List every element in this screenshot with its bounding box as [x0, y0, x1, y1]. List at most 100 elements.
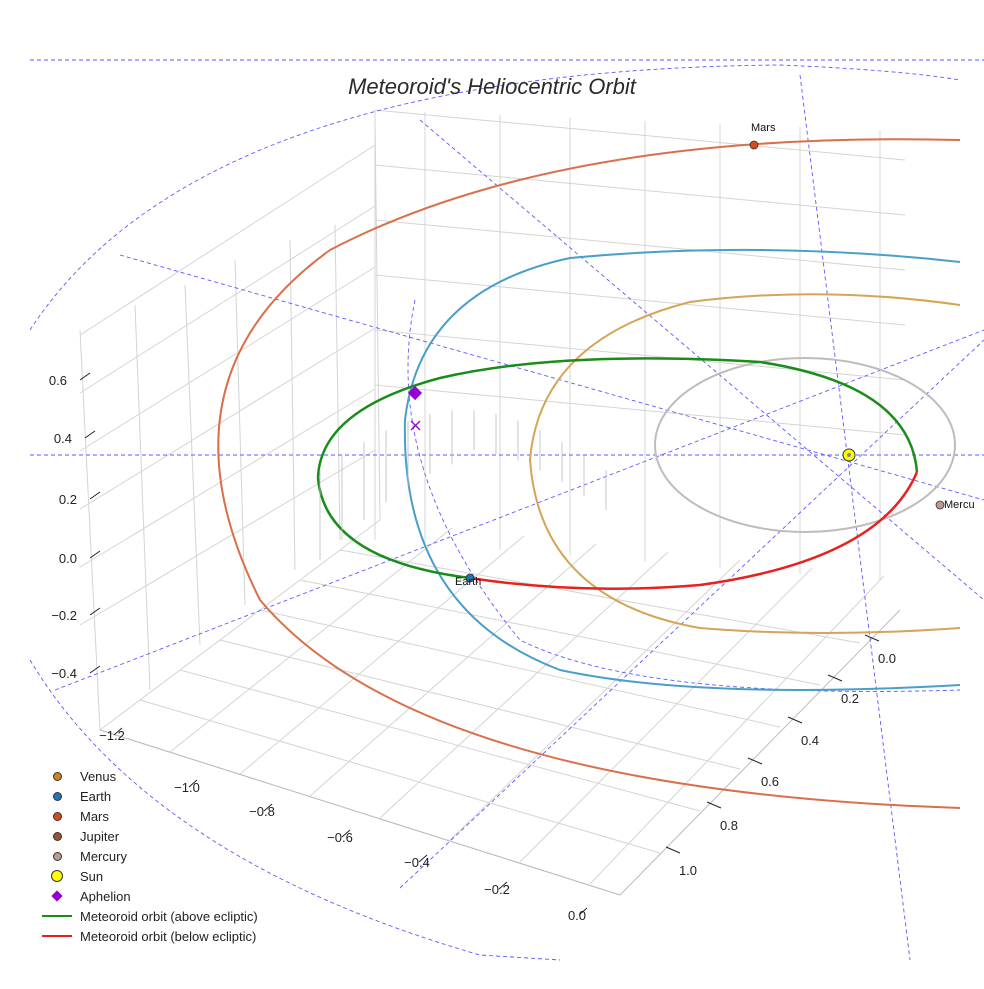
legend-symbol	[40, 869, 74, 883]
x-tick-label: −0.2	[484, 882, 510, 897]
grid-line	[219, 639, 741, 770]
planet-mercury	[935, 500, 945, 510]
legend-label: Venus	[80, 768, 117, 784]
orbit-mercury	[654, 357, 956, 533]
planet-mars	[749, 140, 759, 150]
grid-line	[374, 164, 906, 216]
z-tick-label: −0.4	[51, 666, 77, 681]
legend-item: Sun	[40, 866, 258, 886]
z-tick-mark	[84, 430, 96, 439]
aphelion-projection-marker	[410, 420, 421, 431]
x-tick-mark	[113, 727, 123, 736]
x-tick-mark	[418, 854, 428, 863]
planet-label-mercury: Mercu	[944, 499, 975, 511]
legend-symbol	[40, 829, 74, 843]
grid-line	[99, 519, 381, 731]
grid-line	[339, 549, 861, 644]
x-tick-label: −0.8	[249, 804, 275, 819]
legend-item: Meteoroid orbit (below ecliptic)	[40, 926, 258, 946]
grid-line	[374, 329, 906, 381]
sun-core	[847, 453, 851, 457]
markers: Earth Mars Mercu	[407, 122, 975, 588]
grid-line	[374, 119, 381, 521]
z-tick-mark	[89, 550, 101, 559]
legend-label: Meteoroid orbit (above ecliptic)	[80, 908, 258, 924]
legend: Venus Earth Mars Jupiter Mercury Sun Aphelion M…	[40, 766, 258, 946]
x-tick-label: 0.0	[568, 908, 586, 923]
y-tick-label: 0.0	[878, 651, 896, 666]
grid-line	[519, 567, 813, 863]
legend-symbol	[40, 809, 74, 823]
legend-symbol	[40, 889, 74, 903]
grid-line	[184, 284, 201, 646]
grid-line	[79, 327, 376, 510]
grid-line	[379, 551, 669, 819]
chart-title: Meteoroid's Heliocentric Orbit	[348, 74, 636, 99]
grid-line	[79, 266, 376, 452]
planet-earth	[465, 573, 475, 583]
3d-grid	[79, 109, 906, 896]
legend-symbol	[40, 909, 74, 923]
meteoroid-orbit-above	[316, 357, 919, 580]
y-tick-mark	[706, 801, 722, 809]
x-tick-mark	[263, 803, 273, 812]
meteoroid-orbit-below	[469, 471, 919, 590]
planet-label-earth: Earth	[455, 576, 481, 588]
grid-line	[239, 535, 525, 775]
z-tick-label: 0.2	[59, 492, 77, 507]
y-tick-label: 0.4	[801, 733, 819, 748]
legend-item: Venus	[40, 766, 258, 786]
legend-label: Meteoroid orbit (below ecliptic)	[80, 928, 257, 944]
x-tick-mark	[341, 829, 351, 838]
legend-item: Mercury	[40, 846, 258, 866]
grid-line	[449, 559, 741, 841]
grid-line	[234, 259, 246, 606]
grid-line	[79, 388, 376, 568]
z-tick-label: −0.2	[51, 608, 77, 623]
grid-line	[79, 205, 376, 394]
x-tick-label: −1.2	[99, 728, 125, 743]
legend-label: Jupiter	[80, 828, 120, 844]
guide-line	[799, 74, 911, 961]
grid-line	[259, 609, 781, 728]
drop-lines	[319, 410, 607, 560]
x-tick-mark	[188, 779, 198, 788]
legend-label: Mars	[80, 808, 109, 824]
grid-line	[289, 239, 296, 571]
grid-line	[374, 384, 906, 436]
z-tick-mark	[89, 607, 101, 616]
grid-line	[134, 304, 151, 691]
grid-line	[139, 699, 661, 854]
planet-label-mars: Mars	[751, 122, 776, 134]
legend-item: Meteoroid orbit (above ecliptic)	[40, 906, 258, 926]
y-tick-mark	[665, 846, 681, 854]
z-tick-mark	[89, 665, 101, 674]
y-tick-mark	[827, 674, 843, 682]
legend-label: Sun	[80, 868, 104, 884]
legend-symbol	[40, 769, 74, 783]
y-tick-mark	[864, 634, 880, 642]
legend-label: Earth	[80, 788, 112, 804]
grid-line	[79, 449, 376, 626]
y-tick-label: 1.0	[679, 863, 697, 878]
grid-line	[374, 109, 906, 161]
legend-label: Mercury	[80, 848, 127, 864]
z-tick-label: 0.4	[54, 431, 72, 446]
grid-line	[299, 579, 821, 686]
legend-item: Mars	[40, 806, 258, 826]
x-tick-label: −0.4	[404, 855, 430, 870]
x-tick-mark	[498, 881, 508, 890]
guide-line	[119, 254, 984, 501]
legend-item: Aphelion	[40, 886, 258, 906]
y-tick-label: 0.2	[841, 691, 859, 706]
legend-symbol	[40, 789, 74, 803]
z-tick-label: 0.6	[49, 373, 67, 388]
x-tick-mark	[578, 907, 588, 916]
grid-line	[79, 144, 376, 336]
grid-line	[179, 669, 701, 812]
legend-label: Aphelion	[80, 888, 131, 904]
aphelion-marker	[407, 385, 423, 401]
z-tick-mark	[79, 372, 91, 381]
orbit-mars	[217, 138, 961, 809]
